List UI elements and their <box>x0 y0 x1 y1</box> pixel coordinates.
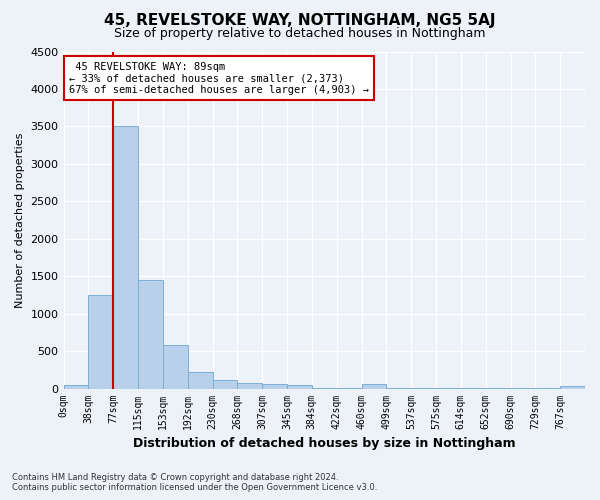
Bar <box>262 384 287 388</box>
Y-axis label: Number of detached properties: Number of detached properties <box>15 132 25 308</box>
Bar <box>113 126 138 388</box>
Bar <box>212 380 238 388</box>
Text: 45, REVELSTOKE WAY, NOTTINGHAM, NG5 5AJ: 45, REVELSTOKE WAY, NOTTINGHAM, NG5 5AJ <box>104 12 496 28</box>
Text: Contains HM Land Registry data © Crown copyright and database right 2024.
Contai: Contains HM Land Registry data © Crown c… <box>12 473 377 492</box>
Bar <box>238 382 262 388</box>
X-axis label: Distribution of detached houses by size in Nottingham: Distribution of detached houses by size … <box>133 437 515 450</box>
Bar <box>362 384 386 388</box>
Bar <box>163 345 188 389</box>
Text: Size of property relative to detached houses in Nottingham: Size of property relative to detached ho… <box>114 28 486 40</box>
Bar <box>560 386 585 388</box>
Bar <box>138 280 163 388</box>
Bar <box>287 385 312 388</box>
Text: 45 REVELSTOKE WAY: 89sqm
← 33% of detached houses are smaller (2,373)
67% of sem: 45 REVELSTOKE WAY: 89sqm ← 33% of detach… <box>69 62 369 95</box>
Bar <box>188 372 212 388</box>
Bar <box>64 385 88 388</box>
Bar <box>88 295 113 388</box>
